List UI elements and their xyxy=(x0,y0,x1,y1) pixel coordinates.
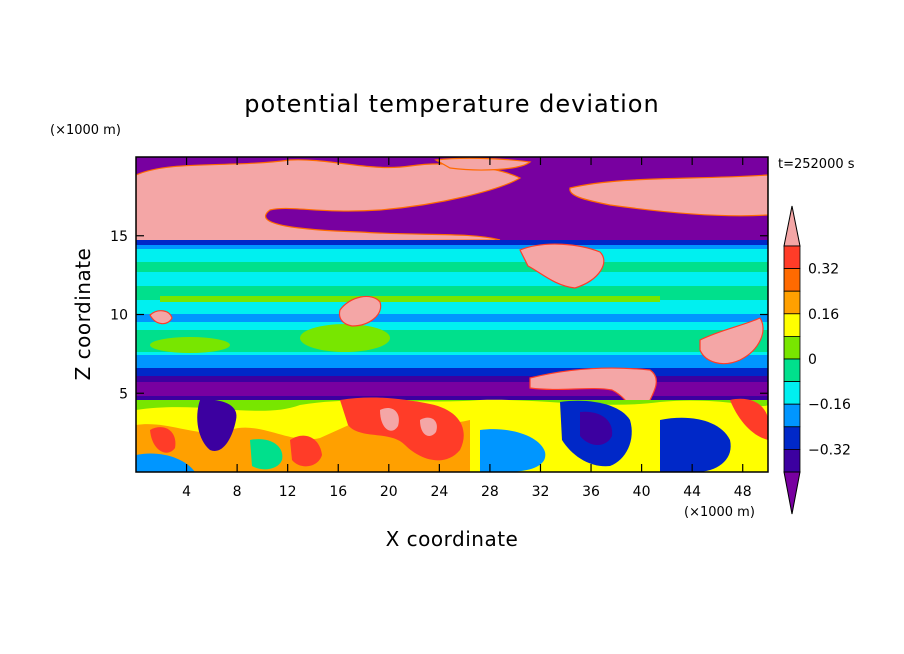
x-tick-label: 4 xyxy=(182,484,191,500)
y-unit-label: (×1000 m) xyxy=(50,123,121,138)
colorbar-top-extend xyxy=(783,205,801,247)
lower-blue-core-1 xyxy=(197,399,237,451)
y-tick-label: 15 xyxy=(110,229,128,245)
colorbar-label: 0.16 xyxy=(808,307,839,323)
mid-pink-blob-4 xyxy=(699,317,764,365)
colorbar: 0.32 0.16 0 −0.16 −0.32 xyxy=(783,205,851,515)
mid-pink-blob-2 xyxy=(338,295,382,327)
colorbar-segment xyxy=(783,268,801,292)
x-tick-label: 12 xyxy=(279,484,297,500)
y-axis-label: Z coordinate xyxy=(71,248,95,381)
colorbar-segment xyxy=(783,403,801,428)
mid-layer-green-1 xyxy=(136,262,768,272)
colorbar-segment xyxy=(783,290,801,315)
y-axis-ticks: 5 10 15 xyxy=(110,229,768,402)
mid-pink-blob-1 xyxy=(519,243,605,289)
x-tick-label: 44 xyxy=(683,484,701,500)
x-unit-label: (×1000 m) xyxy=(684,505,755,520)
upper-pink-mass xyxy=(136,159,522,243)
tropopause-line xyxy=(136,240,768,245)
lower-red-plume-2 xyxy=(290,435,322,467)
colorbar-segment xyxy=(783,313,801,337)
x-tick-label: 40 xyxy=(633,484,651,500)
colorbar-segment xyxy=(783,381,801,405)
colorbar-segment xyxy=(783,426,801,450)
lower-red-plume-3 xyxy=(150,427,176,453)
lower-red-plume-4 xyxy=(730,398,768,440)
x-tick-label: 32 xyxy=(532,484,550,500)
upper-pink-mass-3 xyxy=(434,157,532,171)
x-tick-label: 24 xyxy=(430,484,448,500)
x-tick-label: 28 xyxy=(481,484,499,500)
colorbar-segment xyxy=(783,358,801,383)
chart-title: potential temperature deviation xyxy=(244,90,659,118)
contour-field xyxy=(136,157,768,472)
colorbar-bottom-extend xyxy=(783,471,801,515)
mid-layer-blue xyxy=(136,314,768,322)
colorbar-label: −0.32 xyxy=(808,442,851,458)
time-label: t=252000 s xyxy=(778,157,855,172)
mid-layer-blue-2 xyxy=(136,355,768,369)
x-axis-label: X coordinate xyxy=(386,527,519,551)
colorbar-segment xyxy=(783,448,801,473)
upper-pink-mass-2 xyxy=(569,174,768,217)
colorbar-segment xyxy=(783,245,801,270)
colorbar-label: 0 xyxy=(808,352,817,368)
mid-layer-green-3 xyxy=(136,330,768,352)
x-tick-label: 48 xyxy=(734,484,752,500)
x-tick-label: 8 xyxy=(233,484,242,500)
x-tick-label: 20 xyxy=(380,484,398,500)
y-tick-label: 5 xyxy=(119,386,128,402)
colorbar-segment xyxy=(783,335,801,360)
x-tick-label: 16 xyxy=(329,484,347,500)
lower-blue-core-3 xyxy=(660,417,731,472)
y-tick-label: 10 xyxy=(110,308,128,324)
mid-pink-blob-5 xyxy=(149,310,173,325)
x-tick-label: 36 xyxy=(582,484,600,500)
colorbar-label: −0.16 xyxy=(808,397,851,413)
colorbar-label: 0.32 xyxy=(808,262,839,278)
lower-red-plume-1 xyxy=(340,397,464,461)
x-axis-ticks: 4 8 12 16 20 24 28 32 36 40 44 48 xyxy=(182,157,752,500)
